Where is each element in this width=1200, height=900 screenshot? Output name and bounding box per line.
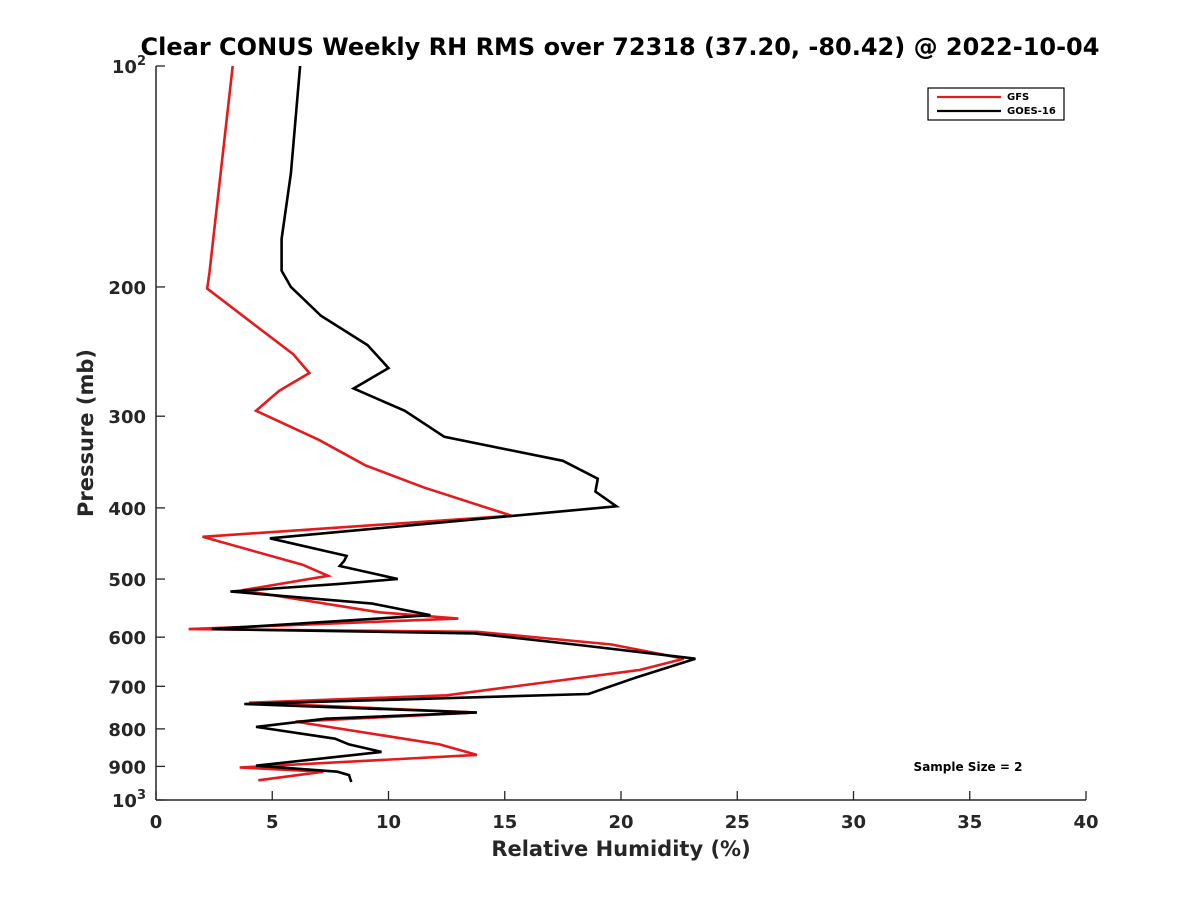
x-axis-label: Relative Humidity (%) (491, 837, 750, 861)
y-tick-label: 103 (112, 788, 146, 812)
y-tick-label: 102 (112, 54, 146, 78)
series-line-goes-16 (211, 65, 696, 783)
y-tick-label: 500 (108, 570, 146, 591)
y-tick-label: 600 (108, 628, 146, 649)
axes-frame (155, 66, 1086, 801)
y-tick-label: 400 (108, 499, 146, 520)
chart-title: Clear CONUS Weekly RH RMS over 72318 (37… (141, 33, 1100, 61)
y-tick-label: 700 (108, 677, 146, 698)
x-tick-label: 30 (841, 812, 866, 833)
sample-size-annotation: Sample Size = 2 (914, 760, 1023, 774)
y-axis-label: Pressure (mb) (74, 349, 98, 517)
x-tick-label: 5 (266, 812, 279, 833)
x-tick-label: 15 (492, 812, 517, 833)
series-line-gfs (188, 65, 685, 782)
legend-box (927, 87, 1065, 121)
x-ticks: 0 5 10 15 20 25 30 35 40 (150, 791, 1099, 833)
legend-label-goes-16: GOES-16 (1007, 106, 1056, 117)
y-tick-label: 800 (108, 720, 146, 741)
x-tick-label: 40 (1073, 812, 1098, 833)
x-tick-label: 25 (725, 812, 750, 833)
x-tick-label: 35 (957, 812, 982, 833)
x-tick-label: 20 (608, 812, 633, 833)
legend-label-gfs: GFS (1007, 92, 1029, 103)
x-tick-label: 10 (376, 812, 401, 833)
y-ticks: 102 200 300 400 500 600 700 800 900 103 (108, 54, 165, 812)
series-lines (188, 65, 696, 783)
y-tick-label: 300 (108, 407, 146, 428)
legend: GFS GOES-16 (927, 87, 1065, 121)
x-tick-label: 0 (150, 812, 163, 833)
y-tick-label: 200 (108, 278, 146, 299)
y-tick-label: 900 (108, 757, 146, 778)
